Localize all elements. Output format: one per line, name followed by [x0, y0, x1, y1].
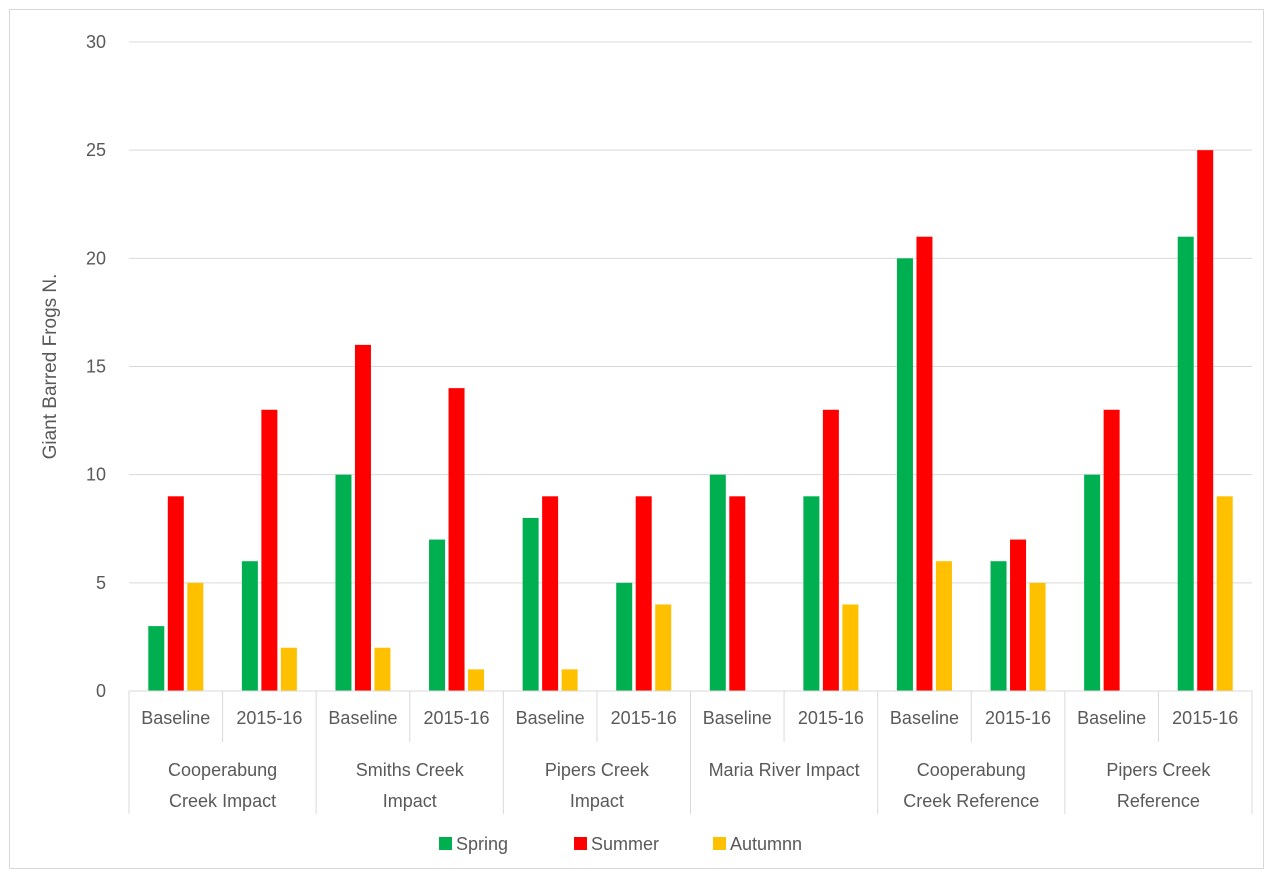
x-tick-label: 2015-16 — [424, 708, 490, 728]
chart-frame — [9, 9, 1264, 869]
group-label: Reference — [1117, 791, 1200, 811]
legend-swatch-summer — [574, 837, 587, 850]
bar-spring — [896, 258, 913, 691]
bars — [148, 150, 1233, 691]
group-label: Creek Impact — [169, 791, 276, 811]
group-label: Smiths Creek — [356, 760, 465, 780]
bar-spring — [148, 626, 165, 691]
bar-summer — [729, 496, 746, 691]
legend-swatch-spring — [439, 837, 452, 850]
group-label: Cooperabung — [168, 760, 277, 780]
x-tick-label: 2015-16 — [236, 708, 302, 728]
bar-spring — [1084, 474, 1101, 691]
y-axis-title: Giant Barred Frogs N. — [40, 274, 61, 460]
x-axis: Baseline 2015-16 Cooperabung Creek Impact Ba… — [128, 690, 1253, 814]
legend-label: Spring — [456, 834, 508, 854]
x-tick-label: 2015-16 — [611, 708, 677, 728]
bar-autumnn — [374, 647, 391, 691]
x-tick-label: 2015-16 — [1172, 708, 1238, 728]
bar-summer — [448, 388, 465, 691]
y-axis-tick-labels: 0 5 10 15 20 25 30 — [86, 32, 106, 701]
legend-label: Summer — [591, 834, 659, 854]
legend-label: Autumnn — [730, 834, 802, 854]
y-tick-label: 10 — [86, 465, 106, 485]
x-tick-label: Baseline — [1077, 708, 1146, 728]
group-label: Impact — [383, 791, 437, 811]
bar-summer — [1197, 150, 1214, 691]
y-tick-label: 0 — [96, 681, 106, 701]
bar-summer — [635, 496, 652, 691]
legend: Spring Summer Autumnn — [439, 834, 802, 854]
bar-spring — [990, 561, 1007, 691]
gridlines — [129, 41, 1252, 584]
bar-summer — [1103, 409, 1120, 691]
group-label: Creek Reference — [903, 791, 1039, 811]
x-tick-label: 2015-16 — [985, 708, 1051, 728]
bar-spring — [1177, 236, 1194, 691]
y-tick-label: 25 — [86, 140, 106, 160]
bar-autumnn — [1029, 582, 1046, 691]
bar-spring — [241, 561, 258, 691]
bar-summer — [167, 496, 184, 691]
bar-summer — [542, 496, 559, 691]
bar-autumnn — [561, 669, 578, 691]
y-tick-label: 15 — [86, 357, 106, 377]
group-label: Pipers Creek — [1106, 760, 1211, 780]
bar-summer — [822, 409, 839, 691]
bar-summer — [1010, 539, 1027, 691]
x-tick-label: 2015-16 — [798, 708, 864, 728]
group-label: Maria River Impact — [709, 760, 860, 780]
y-tick-label: 30 — [86, 32, 106, 52]
x-tick-label: Baseline — [890, 708, 959, 728]
bar-spring — [429, 539, 446, 691]
bar-autumnn — [655, 604, 672, 691]
bar-spring — [335, 474, 352, 691]
x-tick-label: Baseline — [141, 708, 210, 728]
group-label: Pipers Creek — [545, 760, 650, 780]
bar-spring — [616, 582, 633, 691]
bar-summer — [354, 344, 371, 691]
x-tick-label: Baseline — [516, 708, 585, 728]
bar-spring — [709, 474, 726, 691]
bar-autumnn — [935, 561, 952, 691]
bar-summer — [261, 409, 278, 691]
y-tick-label: 20 — [86, 248, 106, 268]
bar-autumnn — [468, 669, 485, 691]
bar-autumnn — [1216, 496, 1233, 691]
bar-spring — [522, 517, 539, 691]
x-tick-label: Baseline — [703, 708, 772, 728]
group-label: Impact — [570, 791, 624, 811]
bar-autumnn — [280, 647, 297, 691]
bar-autumnn — [187, 582, 204, 691]
y-tick-label: 5 — [96, 573, 106, 593]
bar-spring — [803, 496, 820, 691]
group-label: Cooperabung — [917, 760, 1026, 780]
x-tick-label: Baseline — [328, 708, 397, 728]
bar-summer — [916, 236, 933, 691]
bar-autumnn — [842, 604, 859, 691]
legend-swatch-autumnn — [713, 837, 726, 850]
